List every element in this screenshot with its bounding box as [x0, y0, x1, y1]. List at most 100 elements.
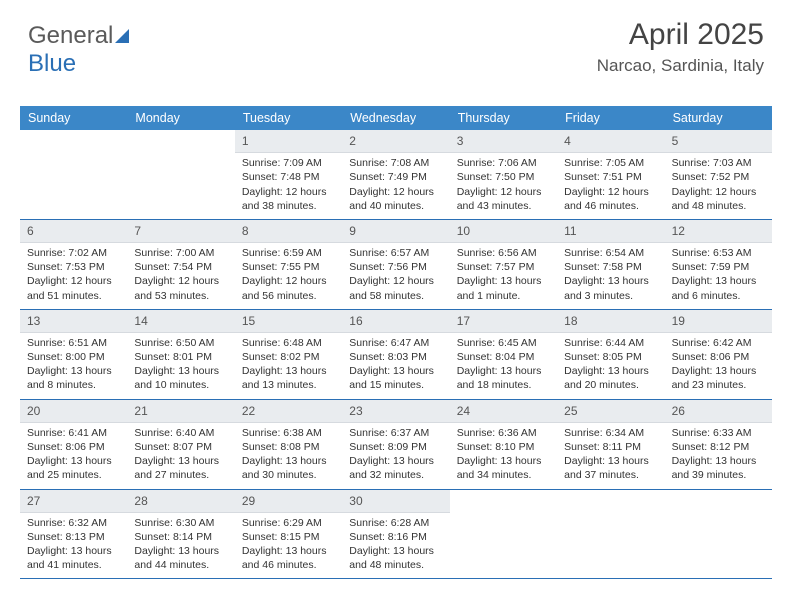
- sunrise-line: Sunrise: 7:05 AM: [564, 156, 657, 170]
- sunrise-line: Sunrise: 6:47 AM: [349, 336, 442, 350]
- day-body: Sunrise: 6:45 AMSunset: 8:04 PMDaylight:…: [450, 333, 557, 399]
- day-body: Sunrise: 7:08 AMSunset: 7:49 PMDaylight:…: [342, 153, 449, 219]
- calendar-day-cell: 25Sunrise: 6:34 AMSunset: 8:11 PMDayligh…: [557, 400, 664, 489]
- sunset-line: Sunset: 8:06 PM: [27, 440, 120, 454]
- daylight-line: Daylight: 13 hours and 20 minutes.: [564, 364, 657, 392]
- daylight-line: Daylight: 13 hours and 3 minutes.: [564, 274, 657, 302]
- calendar-day-cell: 5Sunrise: 7:03 AMSunset: 7:52 PMDaylight…: [665, 130, 772, 219]
- sunset-line: Sunset: 8:00 PM: [27, 350, 120, 364]
- calendar-day-cell: 26Sunrise: 6:33 AMSunset: 8:12 PMDayligh…: [665, 400, 772, 489]
- sunset-line: Sunset: 7:50 PM: [457, 170, 550, 184]
- day-body: Sunrise: 7:02 AMSunset: 7:53 PMDaylight:…: [20, 243, 127, 309]
- day-number: 30: [342, 490, 449, 513]
- calendar-day-cell: [665, 490, 772, 579]
- daylight-line: Daylight: 13 hours and 30 minutes.: [242, 454, 335, 482]
- daylight-line: Daylight: 13 hours and 10 minutes.: [134, 364, 227, 392]
- day-body: Sunrise: 6:56 AMSunset: 7:57 PMDaylight:…: [450, 243, 557, 309]
- calendar-day-cell: 3Sunrise: 7:06 AMSunset: 7:50 PMDaylight…: [450, 130, 557, 219]
- sunset-line: Sunset: 7:55 PM: [242, 260, 335, 274]
- calendar-day-cell: 19Sunrise: 6:42 AMSunset: 8:06 PMDayligh…: [665, 310, 772, 399]
- calendar-day-cell: [20, 130, 127, 219]
- title-block: April 2025 Narcao, Sardinia, Italy: [597, 18, 764, 76]
- daylight-line: Daylight: 13 hours and 15 minutes.: [349, 364, 442, 392]
- calendar-body: 1Sunrise: 7:09 AMSunset: 7:48 PMDaylight…: [20, 130, 772, 579]
- calendar-day-cell: 16Sunrise: 6:47 AMSunset: 8:03 PMDayligh…: [342, 310, 449, 399]
- day-body: Sunrise: 6:29 AMSunset: 8:15 PMDaylight:…: [235, 513, 342, 579]
- calendar-day-cell: 13Sunrise: 6:51 AMSunset: 8:00 PMDayligh…: [20, 310, 127, 399]
- day-body: Sunrise: 6:54 AMSunset: 7:58 PMDaylight:…: [557, 243, 664, 309]
- day-header: Wednesday: [342, 106, 449, 130]
- daylight-line: Daylight: 13 hours and 32 minutes.: [349, 454, 442, 482]
- sunrise-line: Sunrise: 6:42 AM: [672, 336, 765, 350]
- calendar: SundayMondayTuesdayWednesdayThursdayFrid…: [20, 106, 772, 579]
- sunrise-line: Sunrise: 7:06 AM: [457, 156, 550, 170]
- daylight-line: Daylight: 12 hours and 53 minutes.: [134, 274, 227, 302]
- day-body: Sunrise: 6:41 AMSunset: 8:06 PMDaylight:…: [20, 423, 127, 489]
- sunrise-line: Sunrise: 6:41 AM: [27, 426, 120, 440]
- sunrise-line: Sunrise: 6:48 AM: [242, 336, 335, 350]
- sunrise-line: Sunrise: 6:57 AM: [349, 246, 442, 260]
- logo-text-2: Blue: [28, 50, 76, 77]
- daylight-line: Daylight: 13 hours and 48 minutes.: [349, 544, 442, 572]
- calendar-day-cell: [127, 130, 234, 219]
- sunset-line: Sunset: 8:16 PM: [349, 530, 442, 544]
- day-header: Thursday: [450, 106, 557, 130]
- day-number: 26: [665, 400, 772, 423]
- calendar-day-cell: 18Sunrise: 6:44 AMSunset: 8:05 PMDayligh…: [557, 310, 664, 399]
- daylight-line: Daylight: 12 hours and 38 minutes.: [242, 185, 335, 213]
- day-body: Sunrise: 6:50 AMSunset: 8:01 PMDaylight:…: [127, 333, 234, 399]
- day-number: 24: [450, 400, 557, 423]
- daylight-line: Daylight: 13 hours and 44 minutes.: [134, 544, 227, 572]
- sunset-line: Sunset: 8:11 PM: [564, 440, 657, 454]
- sunset-line: Sunset: 7:51 PM: [564, 170, 657, 184]
- sunset-line: Sunset: 8:10 PM: [457, 440, 550, 454]
- sunrise-line: Sunrise: 7:08 AM: [349, 156, 442, 170]
- day-body: Sunrise: 6:36 AMSunset: 8:10 PMDaylight:…: [450, 423, 557, 489]
- daylight-line: Daylight: 13 hours and 6 minutes.: [672, 274, 765, 302]
- day-number: 12: [665, 220, 772, 243]
- sunset-line: Sunset: 8:08 PM: [242, 440, 335, 454]
- sunrise-line: Sunrise: 6:54 AM: [564, 246, 657, 260]
- calendar-day-cell: 30Sunrise: 6:28 AMSunset: 8:16 PMDayligh…: [342, 490, 449, 579]
- calendar-day-cell: 4Sunrise: 7:05 AMSunset: 7:51 PMDaylight…: [557, 130, 664, 219]
- calendar-week-row: 6Sunrise: 7:02 AMSunset: 7:53 PMDaylight…: [20, 220, 772, 310]
- calendar-day-cell: 21Sunrise: 6:40 AMSunset: 8:07 PMDayligh…: [127, 400, 234, 489]
- day-body: Sunrise: 6:28 AMSunset: 8:16 PMDaylight:…: [342, 513, 449, 579]
- daylight-line: Daylight: 12 hours and 51 minutes.: [27, 274, 120, 302]
- sunrise-line: Sunrise: 6:38 AM: [242, 426, 335, 440]
- sunrise-line: Sunrise: 6:50 AM: [134, 336, 227, 350]
- sunrise-line: Sunrise: 6:56 AM: [457, 246, 550, 260]
- sunset-line: Sunset: 8:07 PM: [134, 440, 227, 454]
- day-number: 20: [20, 400, 127, 423]
- day-number: 7: [127, 220, 234, 243]
- sunset-line: Sunset: 7:59 PM: [672, 260, 765, 274]
- day-body: Sunrise: 6:57 AMSunset: 7:56 PMDaylight:…: [342, 243, 449, 309]
- sunrise-line: Sunrise: 7:09 AM: [242, 156, 335, 170]
- day-number: 25: [557, 400, 664, 423]
- calendar-week-row: 27Sunrise: 6:32 AMSunset: 8:13 PMDayligh…: [20, 490, 772, 580]
- daylight-line: Daylight: 13 hours and 39 minutes.: [672, 454, 765, 482]
- day-body: Sunrise: 6:42 AMSunset: 8:06 PMDaylight:…: [665, 333, 772, 399]
- sunset-line: Sunset: 7:54 PM: [134, 260, 227, 274]
- sunrise-line: Sunrise: 7:02 AM: [27, 246, 120, 260]
- day-header: Friday: [557, 106, 664, 130]
- location-subtitle: Narcao, Sardinia, Italy: [597, 56, 764, 76]
- day-number: 1: [235, 130, 342, 153]
- sunset-line: Sunset: 7:58 PM: [564, 260, 657, 274]
- daylight-line: Daylight: 13 hours and 1 minute.: [457, 274, 550, 302]
- day-number: 19: [665, 310, 772, 333]
- calendar-day-cell: 14Sunrise: 6:50 AMSunset: 8:01 PMDayligh…: [127, 310, 234, 399]
- day-body: Sunrise: 7:05 AMSunset: 7:51 PMDaylight:…: [557, 153, 664, 219]
- sunrise-line: Sunrise: 6:40 AM: [134, 426, 227, 440]
- day-body: Sunrise: 7:09 AMSunset: 7:48 PMDaylight:…: [235, 153, 342, 219]
- day-body: Sunrise: 6:51 AMSunset: 8:00 PMDaylight:…: [20, 333, 127, 399]
- calendar-day-cell: 9Sunrise: 6:57 AMSunset: 7:56 PMDaylight…: [342, 220, 449, 309]
- daylight-line: Daylight: 12 hours and 46 minutes.: [564, 185, 657, 213]
- sunrise-line: Sunrise: 6:36 AM: [457, 426, 550, 440]
- day-body: Sunrise: 6:33 AMSunset: 8:12 PMDaylight:…: [665, 423, 772, 489]
- day-number: 11: [557, 220, 664, 243]
- sunrise-line: Sunrise: 6:45 AM: [457, 336, 550, 350]
- daylight-line: Daylight: 13 hours and 25 minutes.: [27, 454, 120, 482]
- sunrise-line: Sunrise: 7:00 AM: [134, 246, 227, 260]
- calendar-day-cell: 11Sunrise: 6:54 AMSunset: 7:58 PMDayligh…: [557, 220, 664, 309]
